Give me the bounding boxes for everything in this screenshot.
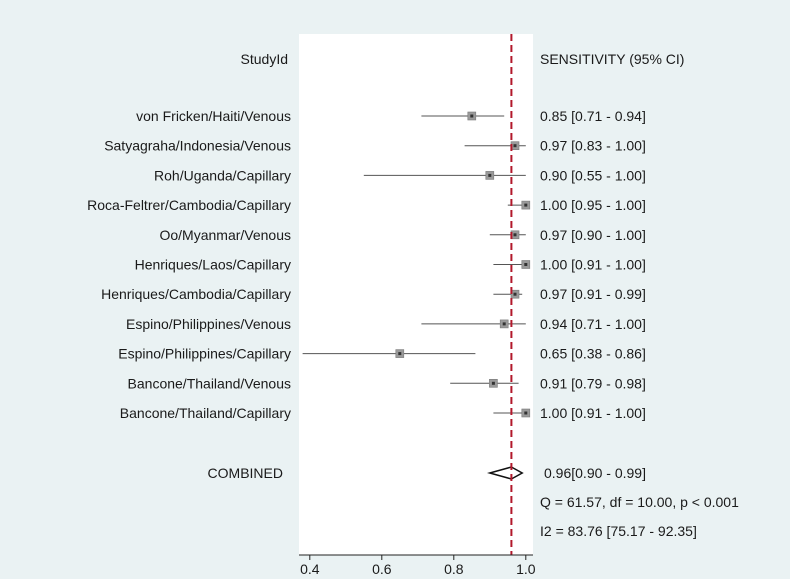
study-label: Oo/Myanmar/Venous	[159, 227, 291, 243]
study-point-center	[491, 381, 495, 385]
study-ci-label: 1.00 [0.91 - 1.00]	[540, 257, 646, 273]
study-ci-label: 0.97 [0.91 - 0.99]	[540, 286, 646, 302]
study-ci-label: 0.90 [0.55 - 1.00]	[540, 167, 646, 183]
study-ci-label: 0.91 [0.79 - 0.98]	[540, 375, 646, 391]
study-point-center	[502, 322, 506, 326]
study-label: Espino/Philippines/Capillary	[118, 346, 291, 362]
study-label: Roca-Feltrer/Cambodia/Capillary	[87, 197, 291, 213]
q-statistic-text: Q = 61.57, df = 10.00, p	[540, 494, 688, 510]
study-ci-label: 1.00 [0.91 - 1.00]	[540, 405, 646, 421]
i2-statistic-label: I2 = 83.76 [75.17 - 92.35]	[540, 523, 697, 539]
q-statistic-label: Q = 61.57, df = 10.00, p < 0.001	[540, 494, 739, 510]
study-ci-label: 0.94 [0.71 - 1.00]	[540, 316, 646, 332]
study-point-center	[513, 233, 517, 237]
study-ci-label: 1.00 [0.95 - 1.00]	[540, 197, 646, 213]
x-axis-tick-label: 0.4	[300, 561, 320, 577]
study-point-center	[524, 263, 528, 266]
study-label: Bancone/Thailand/Capillary	[120, 405, 291, 421]
study-point-center	[513, 144, 517, 148]
study-point-center	[470, 114, 474, 118]
study-label: Espino/Philippines/Venous	[126, 316, 291, 332]
left-column-header: StudyId	[241, 51, 288, 67]
study-label: Roh/Uganda/Capillary	[154, 167, 291, 183]
study-label: von Fricken/Haiti/Venous	[136, 108, 291, 124]
study-label: Henriques/Laos/Capillary	[135, 257, 291, 273]
study-point-center	[524, 203, 528, 207]
study-label: Bancone/Thailand/Venous	[128, 375, 291, 391]
study-ci-label: 0.65 [0.38 - 0.86]	[540, 346, 646, 362]
study-point-center	[524, 411, 528, 415]
combined-diamond	[486, 466, 524, 480]
combined-ci-label: 0.96[0.90 - 0.99]	[544, 465, 646, 481]
combined-label: COMBINED	[208, 465, 283, 481]
study-label: Satyagraha/Indonesia/Venous	[104, 138, 291, 154]
study-ci-label: 0.97 [0.83 - 1.00]	[540, 138, 646, 154]
right-column-header: SENSITIVITY (95% CI)	[540, 51, 684, 67]
study-marks: von Fricken/Haiti/Venous 0.85 [0.71 - 0.9…	[87, 34, 646, 555]
study-point-center	[398, 352, 402, 356]
study-label: Henriques/Cambodia/Capillary	[101, 286, 291, 302]
x-axis-tick-label: 0.8	[444, 561, 464, 577]
study-ci-label: 0.97 [0.90 - 1.00]	[540, 227, 646, 243]
study-ci-label: 0.85 [0.71 - 0.94]	[540, 108, 646, 124]
x-axis-tick-label: 1.0	[516, 561, 536, 577]
q-p-value-text: < 0.001	[692, 494, 739, 510]
study-point-center	[513, 292, 517, 296]
study-point-center	[488, 173, 492, 177]
x-axis-tick-label: 0.6	[372, 561, 392, 577]
x-axis: 0.4 0.6 0.8 1.0	[299, 554, 536, 577]
